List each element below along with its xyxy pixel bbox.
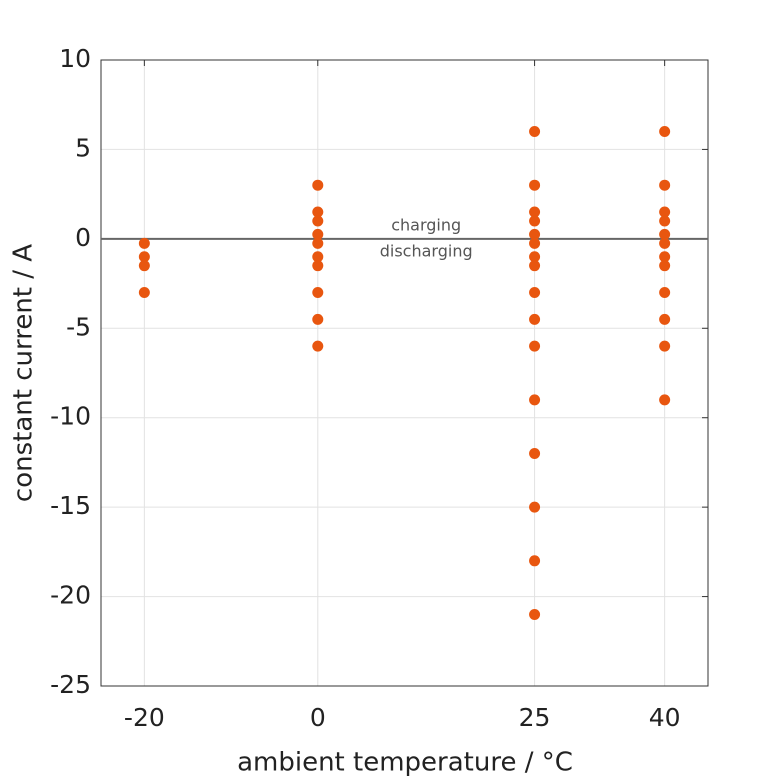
point — [659, 228, 671, 240]
y-tick-label: -10 — [50, 402, 91, 431]
y-tick-label: -20 — [50, 581, 91, 610]
point — [138, 237, 150, 249]
point — [659, 260, 671, 272]
point — [529, 251, 541, 263]
point — [529, 608, 541, 620]
point — [312, 179, 324, 191]
point — [312, 313, 324, 325]
point — [529, 228, 541, 240]
point — [659, 251, 671, 263]
point — [312, 287, 324, 299]
point — [312, 251, 324, 263]
point — [529, 206, 541, 218]
y-tick-label: 0 — [75, 223, 91, 252]
point — [659, 340, 671, 352]
y-tick-label: 5 — [75, 133, 91, 162]
point — [529, 215, 541, 227]
point — [659, 179, 671, 191]
point — [312, 215, 324, 227]
point — [529, 126, 541, 138]
point — [529, 260, 541, 272]
point — [138, 260, 150, 272]
point — [529, 340, 541, 352]
point — [529, 394, 541, 406]
y-tick-label: -5 — [66, 312, 91, 341]
x-axis-label: ambient temperature / °C — [237, 748, 573, 778]
point — [659, 394, 671, 406]
point — [659, 215, 671, 227]
annotation: charging — [391, 215, 461, 234]
y-tick-label: -25 — [50, 670, 91, 699]
point — [312, 228, 324, 240]
x-tick-label: -20 — [124, 703, 165, 732]
point — [529, 179, 541, 191]
point — [529, 313, 541, 325]
point — [138, 251, 150, 263]
point — [659, 237, 671, 249]
annotation: discharging — [380, 241, 473, 260]
point — [312, 237, 324, 249]
point — [312, 206, 324, 218]
point — [529, 237, 541, 249]
point — [312, 260, 324, 272]
point — [138, 287, 150, 299]
point — [312, 340, 324, 352]
point — [529, 501, 541, 513]
point — [659, 206, 671, 218]
y-axis-label: constant current / A — [9, 244, 39, 502]
point — [659, 126, 671, 138]
y-tick-label: 10 — [59, 44, 91, 73]
x-tick-label: 40 — [649, 703, 681, 732]
plot-frame — [100, 59, 709, 687]
point — [659, 287, 671, 299]
point — [529, 447, 541, 459]
point — [529, 555, 541, 567]
x-tick-label: 25 — [519, 703, 551, 732]
y-tick-label: -15 — [50, 491, 91, 520]
point — [659, 313, 671, 325]
point — [529, 287, 541, 299]
x-tick-label: 0 — [310, 703, 326, 732]
